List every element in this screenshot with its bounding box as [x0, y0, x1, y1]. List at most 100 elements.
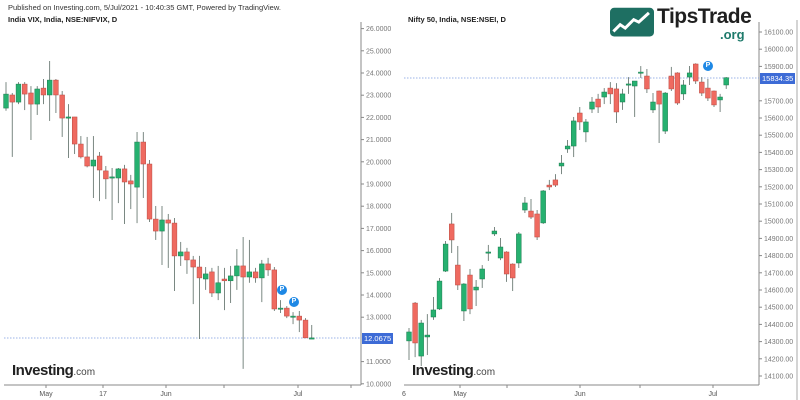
candle — [619, 88, 626, 110]
candle — [625, 77, 632, 94]
candle — [424, 314, 430, 356]
nifty-last-price-label: 15834.35 — [760, 73, 796, 84]
candle — [302, 318, 309, 339]
candle-body — [121, 168, 128, 183]
candle — [528, 199, 534, 219]
event-marker-p[interactable]: P — [703, 61, 713, 71]
candle — [246, 239, 253, 283]
y-tick-label: 14600.00 — [764, 288, 793, 295]
y-tick-label: 14300.00 — [764, 339, 793, 346]
candle — [406, 328, 412, 361]
candle-body — [473, 286, 479, 291]
y-tick-label: 14200.00 — [764, 356, 793, 363]
candle-body — [227, 275, 234, 282]
candle — [461, 283, 467, 321]
candle-body — [203, 273, 209, 280]
candle-body — [134, 141, 140, 188]
candle — [418, 319, 424, 367]
candle — [178, 241, 184, 266]
candle-body — [632, 80, 638, 87]
candle — [680, 79, 687, 100]
x-tick-label: Jul — [709, 391, 718, 398]
candle — [497, 238, 504, 261]
candle-body — [277, 307, 284, 310]
candle-body — [619, 93, 626, 103]
candle — [479, 265, 485, 288]
candle — [613, 83, 620, 123]
candle-body — [284, 307, 290, 317]
candle — [717, 93, 723, 112]
candle-body — [71, 116, 78, 145]
candle-body — [436, 280, 443, 310]
candle-body — [265, 263, 271, 271]
candle-body — [479, 268, 485, 280]
y-tick-label: 21.0000 — [366, 137, 391, 144]
candle — [601, 88, 607, 105]
y-tick-label: 15000.00 — [764, 219, 793, 226]
candle — [240, 237, 246, 369]
candle-body — [485, 251, 491, 254]
candle — [577, 106, 583, 131]
candle — [271, 267, 277, 311]
candle-body — [650, 101, 656, 111]
candle-body — [680, 84, 687, 95]
candle-body — [302, 319, 309, 339]
candle-body — [625, 83, 632, 86]
x-tick-label: 17 — [99, 391, 107, 398]
candle-body — [22, 83, 28, 95]
x-tick-label: Jun — [574, 391, 585, 398]
candle-body — [140, 141, 146, 165]
candle-body — [644, 75, 650, 90]
candle-body — [497, 246, 504, 259]
candle — [234, 249, 240, 290]
candle-body — [128, 180, 134, 185]
candle — [589, 97, 595, 114]
candle-body — [178, 251, 184, 257]
candle — [47, 61, 53, 121]
x-tick-label: 6 — [402, 391, 406, 398]
candle — [209, 267, 215, 297]
candle-body — [184, 251, 190, 261]
candle-body — [215, 282, 221, 294]
candle-body — [28, 92, 34, 105]
candle — [28, 86, 34, 141]
candle-body — [296, 315, 302, 321]
candle — [485, 244, 491, 261]
candle — [134, 132, 140, 224]
nifty-chart-title: Nifty 50, India, NSE:NSEI, D — [408, 15, 506, 24]
candle — [171, 217, 178, 292]
y-tick-label: 18.0000 — [366, 204, 391, 211]
candle-body — [159, 219, 165, 232]
candle-body — [78, 143, 84, 158]
y-tick-label: 15600.00 — [764, 116, 793, 123]
candle — [309, 324, 315, 340]
candle — [215, 265, 221, 301]
candle-body — [47, 79, 53, 96]
y-tick-label: 15.0000 — [366, 270, 391, 277]
y-tick-label: 15500.00 — [764, 133, 793, 140]
candle-body — [693, 63, 699, 82]
x-tick-label: May — [39, 391, 53, 398]
candle — [516, 232, 522, 268]
x-tick-label: Jun — [160, 391, 171, 398]
y-tick-label: 11.0000 — [366, 359, 391, 366]
candle — [109, 168, 115, 220]
candle-body — [723, 77, 729, 86]
event-marker-p[interactable]: P — [289, 297, 299, 307]
candle-body — [196, 266, 203, 279]
y-tick-label: 14.0000 — [366, 293, 391, 300]
candle — [196, 255, 203, 339]
candle-body — [705, 87, 711, 99]
y-tick-label: 15700.00 — [764, 98, 793, 105]
candle-body — [711, 90, 717, 106]
y-tick-label: 16100.00 — [764, 30, 793, 37]
candle-body — [668, 75, 674, 90]
candle-body — [638, 71, 644, 74]
candle-body — [607, 87, 613, 95]
candle-body — [455, 264, 461, 286]
event-marker-p[interactable]: P — [277, 285, 287, 295]
investing-logo-left: Investing.com — [12, 362, 96, 379]
y-tick-label: 13.0000 — [366, 315, 391, 322]
logo-domain: .org — [720, 27, 745, 42]
